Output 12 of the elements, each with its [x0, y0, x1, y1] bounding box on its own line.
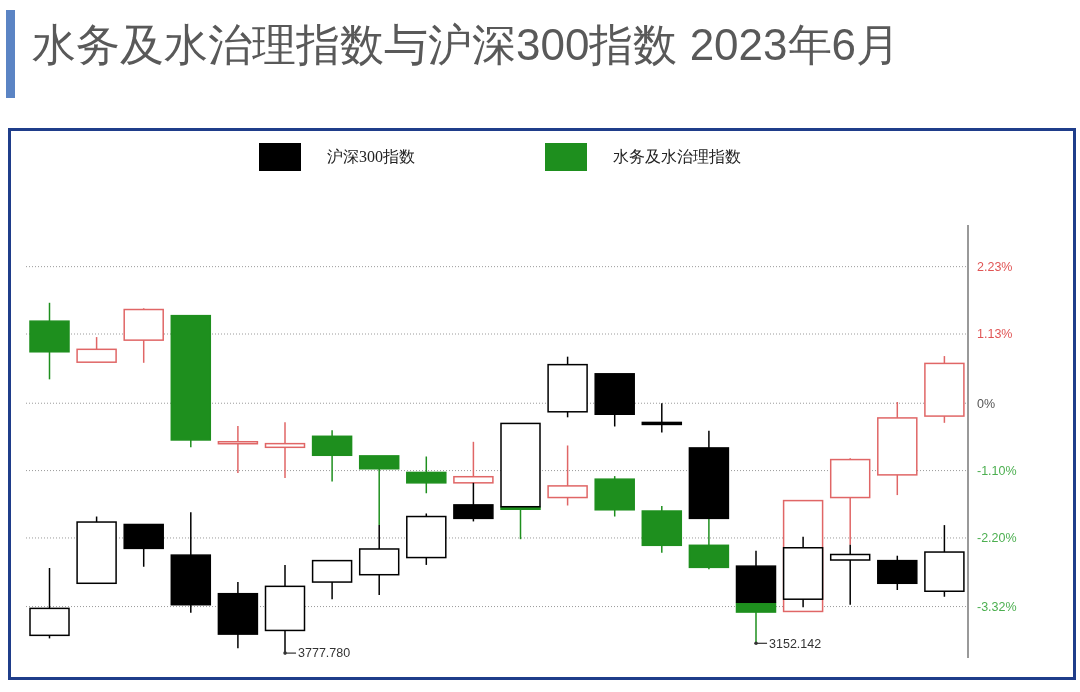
annotation: 3777.780	[298, 646, 351, 661]
legend-label: 沪深300指数	[327, 146, 415, 167]
legend-label: 水务及水治理指数	[613, 146, 741, 167]
candlestick	[264, 421, 306, 479]
y-tick-label: 1.13%	[977, 327, 1013, 342]
y-tick-label: -1.10%	[977, 463, 1017, 478]
chart-title: 水务及水治理指数与沪深300指数 2023年6月	[32, 19, 900, 71]
y-tick-label: -2.20%	[977, 531, 1017, 546]
y-tick-label: -3.32%	[977, 599, 1017, 614]
y-tick-label: 0%	[977, 396, 996, 411]
annotation: 3152.142	[769, 636, 822, 651]
y-tick-label: 2.23%	[977, 260, 1013, 275]
